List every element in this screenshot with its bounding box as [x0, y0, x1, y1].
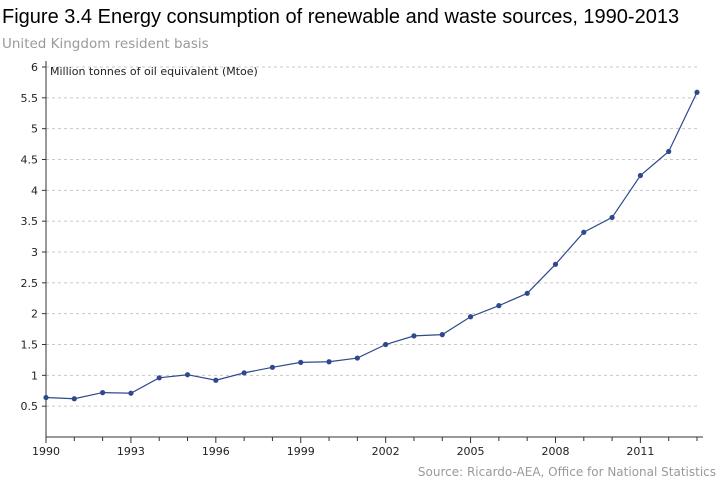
x-axis-ticks: 1990 1993 1996 1999 2002 2005 2008 2011 — [32, 437, 698, 458]
series-line-group — [43, 89, 700, 402]
y-tick-label: 2 — [31, 308, 38, 321]
x-tick-label: 1990 — [32, 445, 60, 458]
y-tick-label: 1.5 — [21, 339, 39, 352]
x-tick-label: 2008 — [541, 445, 569, 458]
y-tick-label: 4 — [31, 184, 38, 197]
data-point — [496, 303, 502, 309]
data-point — [269, 364, 276, 370]
data-point — [100, 390, 106, 396]
data-point — [71, 396, 77, 402]
data-point — [694, 89, 700, 95]
x-tick-label: 2011 — [626, 445, 654, 458]
data-point — [241, 370, 247, 376]
y-axis-label: Million tonnes of oil equivalent (Mtoe) — [50, 65, 258, 78]
axes — [45, 61, 703, 438]
gridlines — [46, 66, 697, 407]
data-point — [609, 214, 615, 221]
y-tick-label: 6 — [31, 61, 38, 74]
x-tick-label: 2002 — [372, 445, 400, 458]
x-tick-label: 2005 — [457, 445, 485, 458]
x-tick-label: 1996 — [202, 445, 230, 458]
data-point — [666, 148, 672, 155]
data-point — [213, 377, 219, 383]
data-point — [184, 372, 191, 378]
data-point — [524, 290, 530, 296]
data-point — [467, 314, 474, 320]
data-point — [128, 390, 134, 396]
y-tick-label: 4.5 — [21, 154, 39, 167]
data-point — [43, 394, 49, 401]
data-point — [156, 375, 162, 381]
y-tick-label: 3.5 — [21, 215, 39, 228]
data-point — [354, 355, 360, 361]
chart-subtitle: United Kingdom resident basis — [2, 36, 209, 52]
y-tick-label: 1 — [31, 369, 38, 382]
y-tick-label: 2.5 — [21, 277, 39, 290]
data-point — [552, 261, 559, 267]
y-tick-label: 3 — [31, 246, 38, 259]
series-line — [45, 92, 698, 400]
y-tick-label: 5.5 — [21, 92, 39, 105]
x-tick-label: 1999 — [287, 445, 315, 458]
data-point — [637, 172, 643, 179]
data-point — [298, 359, 304, 365]
data-point — [581, 229, 587, 235]
source-note: Source: Ricardo-AEA, Office for National… — [417, 465, 716, 479]
data-point — [439, 332, 445, 338]
x-tick-label: 1993 — [117, 445, 145, 458]
y-tick-label: 0.5 — [21, 400, 39, 413]
y-tick-label: 5 — [31, 123, 38, 136]
data-point — [411, 333, 417, 339]
y-axis-ticks: 0.5 1 1.5 2 2.5 3 3.5 4 4.5 5 5.5 6 — [21, 61, 46, 413]
data-point — [383, 341, 389, 348]
chart-title: Figure 3.4 Energy consumption of renewab… — [2, 6, 680, 28]
data-point — [326, 359, 332, 365]
